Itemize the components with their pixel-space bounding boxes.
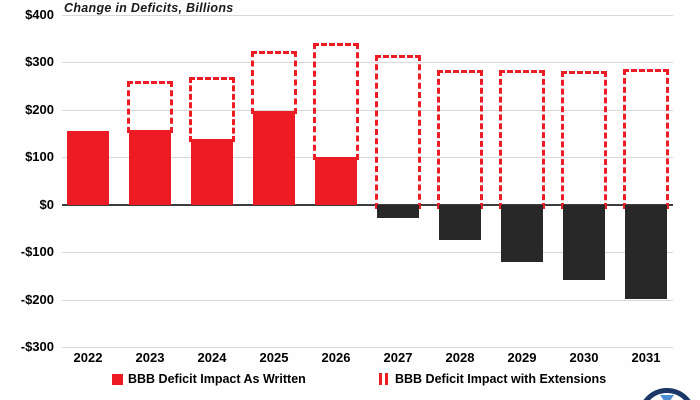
bar-2022-as-written [67, 131, 109, 205]
org-logo-icon [638, 388, 696, 400]
bar-2025-as-written [253, 110, 295, 205]
y-axis-label--200: -$200 [20, 291, 54, 307]
x-axis-label-2027: 2027 [383, 350, 413, 365]
x-axis-label-2029: 2029 [507, 350, 537, 365]
x-axis-label-2024: 2024 [197, 350, 227, 365]
dashed-red-swatch-icon [379, 373, 391, 385]
x-axis-label-2025: 2025 [259, 350, 289, 365]
gridline-300 [62, 62, 673, 64]
x-axis-label-2030: 2030 [569, 350, 599, 365]
y-axis-label-100: $100 [25, 149, 54, 165]
logo-wedge-icon [660, 395, 674, 400]
solid-red-swatch-icon [112, 373, 123, 385]
bar-2023-extensions [127, 81, 173, 133]
x-axis-label-2028: 2028 [445, 350, 475, 365]
legend-item-extensions: BBB Deficit Impact with Extensions [379, 371, 606, 387]
bar-2025-extensions [251, 50, 297, 114]
bar-2023-as-written [129, 129, 171, 205]
legend-label-extensions: BBB Deficit Impact with Extensions [395, 372, 607, 386]
bar-2024-as-written [191, 138, 233, 205]
bar-2028-as-written [439, 204, 481, 241]
bar-2026-extensions [313, 43, 359, 160]
legend-item-as-written: BBB Deficit Impact As Written [112, 371, 306, 387]
x-axis-label-2022: 2022 [73, 350, 103, 365]
legend-label-as-written: BBB Deficit Impact As Written [128, 372, 306, 386]
bar-2031-extensions [623, 68, 669, 209]
y-axis-label--100: -$100 [20, 244, 54, 260]
gridline-100 [62, 157, 673, 159]
gridline-200 [62, 109, 673, 111]
x-axis-label-2031: 2031 [631, 350, 661, 365]
x-axis-label-2026: 2026 [321, 350, 351, 365]
y-axis-label-400: $400 [25, 7, 54, 22]
y-axis-label--300: -$300 [20, 339, 54, 354]
bar-2030-as-written [563, 204, 605, 280]
gridline--100 [62, 252, 673, 254]
zero-axis-line [62, 203, 673, 206]
y-axis-label-200: $200 [25, 101, 54, 117]
bar-2027-as-written [377, 204, 419, 218]
bar-2028-extensions [437, 69, 483, 209]
y-axis-label-300: $300 [25, 54, 54, 70]
gridline--300 [62, 347, 673, 348]
bar-2029-as-written [501, 204, 543, 262]
gridline-400 [62, 15, 673, 16]
bar-2031-as-written [625, 204, 667, 299]
x-axis-label-2023: 2023 [135, 350, 165, 365]
y-axis-label-0: $0 [39, 196, 54, 212]
bar-2026-as-written [315, 156, 357, 205]
chart-title: Change in Deficits, Billions [64, 1, 234, 15]
bar-2029-extensions [499, 70, 545, 209]
bar-2027-extensions [375, 55, 421, 209]
gridline--200 [62, 299, 673, 301]
bar-2024-extensions [189, 76, 235, 142]
bar-2030-extensions [561, 70, 607, 209]
